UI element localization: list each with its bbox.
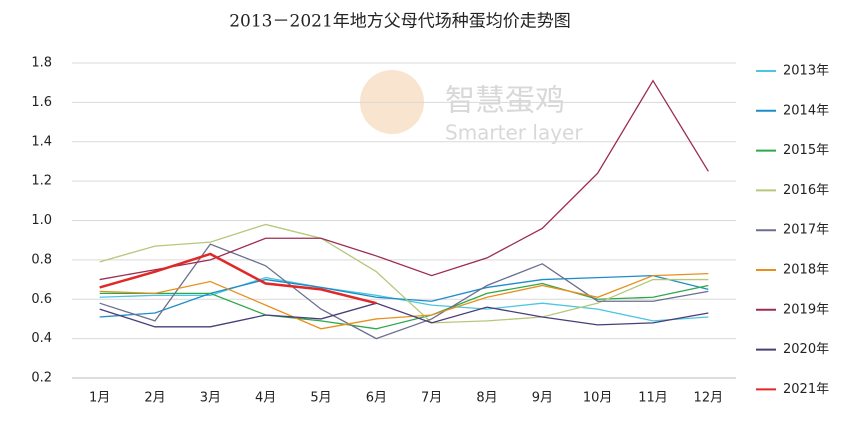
legend-label: 2020年 [783, 342, 829, 357]
legend-label: 2014年 [783, 103, 829, 118]
series-line [99, 252, 377, 305]
watermark: 智慧蛋鸡 [445, 84, 565, 119]
y-tick-label: 0.2 [31, 371, 52, 386]
series-line [99, 276, 709, 322]
y-tick-label: 1.6 [31, 95, 52, 110]
x-tick-label: 10月 [583, 391, 613, 406]
y-tick-label: 1.4 [31, 134, 52, 149]
y-tick-label: 0.8 [31, 252, 52, 267]
x-tick-label: 1月 [89, 391, 110, 406]
x-tick-label: 11月 [638, 391, 668, 406]
watermark: Smarter layer [445, 121, 583, 145]
series-line [99, 79, 709, 281]
legend-label: 2017年 [783, 223, 829, 238]
y-tick-label: 1.0 [31, 213, 52, 228]
y-tick-label: 0.6 [31, 292, 52, 307]
y-tick-label: 1.2 [31, 174, 52, 189]
series-line [99, 273, 709, 330]
x-tick-label: 7月 [421, 391, 442, 406]
series-line [99, 302, 709, 328]
y-tick-label: 1.8 [31, 56, 52, 71]
y-tick-label: 0.4 [31, 331, 52, 346]
chart-title: 2013－2021年地方父母代场种蛋均价走势图 [229, 12, 571, 32]
legend-label: 2021年 [783, 382, 829, 397]
x-tick-label: 6月 [366, 391, 387, 406]
x-tick-label: 8月 [476, 391, 497, 406]
legend-label: 2016年 [783, 183, 829, 198]
legend-label: 2013年 [783, 64, 829, 79]
x-tick-label: 12月 [694, 391, 724, 406]
legend-label: 2019年 [783, 302, 829, 317]
x-tick-label: 9月 [532, 391, 553, 406]
x-tick-label: 5月 [310, 391, 331, 406]
legend-label: 2018年 [783, 263, 829, 278]
series-line [99, 223, 709, 324]
series-line [99, 274, 709, 318]
x-tick-label: 3月 [200, 391, 221, 406]
legend-label: 2015年 [783, 143, 829, 158]
x-tick-label: 4月 [255, 391, 276, 406]
x-tick-label: 2月 [144, 391, 165, 406]
